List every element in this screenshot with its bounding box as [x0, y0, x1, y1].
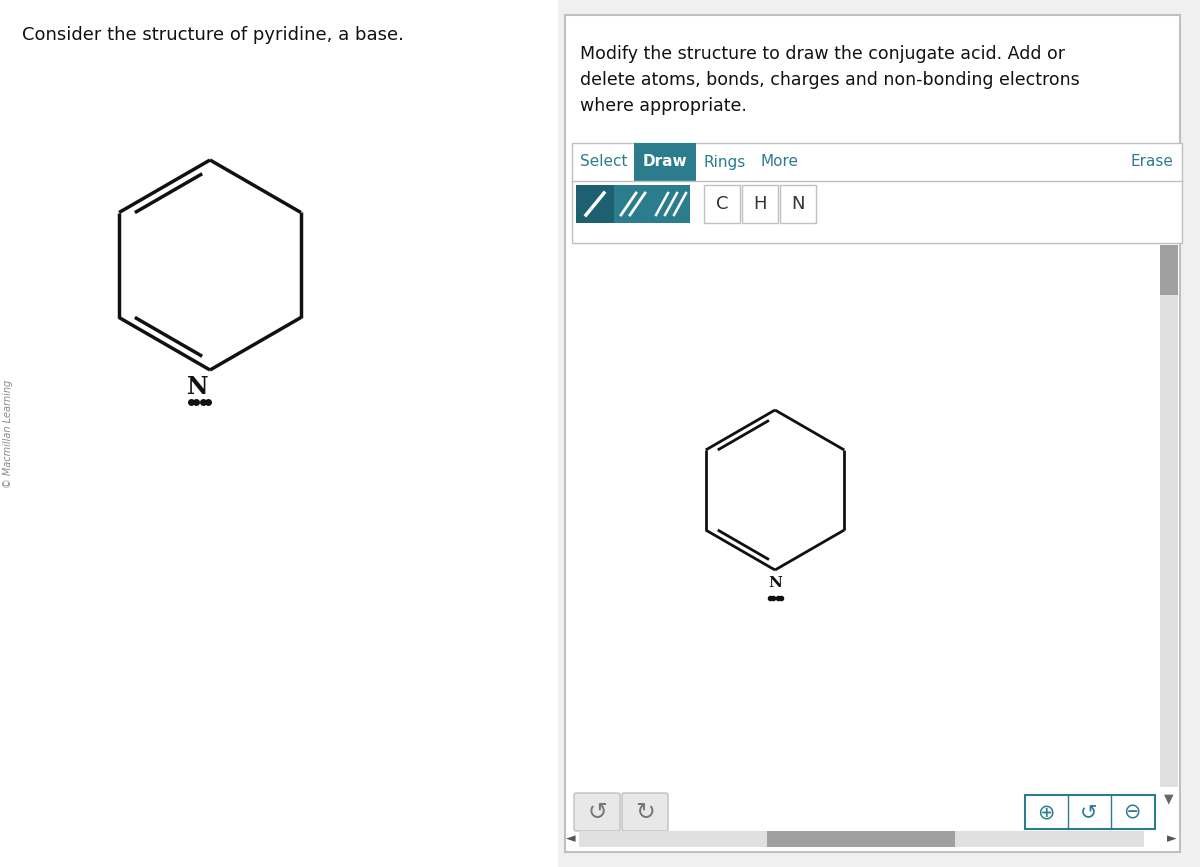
FancyBboxPatch shape	[565, 15, 1180, 852]
Text: ⊖: ⊖	[1123, 802, 1141, 822]
Text: Draw: Draw	[643, 154, 688, 170]
FancyBboxPatch shape	[1160, 245, 1178, 295]
FancyBboxPatch shape	[780, 185, 816, 223]
FancyBboxPatch shape	[652, 185, 690, 223]
Text: Modify the structure to draw the conjugate acid. Add or: Modify the structure to draw the conjuga…	[580, 45, 1066, 63]
Text: Erase: Erase	[1130, 154, 1174, 170]
Text: C: C	[715, 195, 728, 213]
FancyBboxPatch shape	[576, 185, 614, 223]
FancyBboxPatch shape	[1025, 795, 1154, 829]
FancyBboxPatch shape	[614, 185, 652, 223]
Text: N: N	[791, 195, 805, 213]
Text: © Macmillan Learning: © Macmillan Learning	[2, 380, 13, 487]
Text: H: H	[754, 195, 767, 213]
FancyBboxPatch shape	[634, 143, 696, 181]
Text: ⊕: ⊕	[1037, 802, 1055, 822]
Text: ↺: ↺	[587, 800, 607, 824]
Text: where appropriate.: where appropriate.	[580, 97, 746, 115]
FancyBboxPatch shape	[0, 0, 558, 867]
Text: Consider the structure of pyridine, a base.: Consider the structure of pyridine, a ba…	[22, 26, 404, 44]
Text: ►: ►	[1168, 832, 1177, 845]
Text: N: N	[768, 576, 782, 590]
FancyBboxPatch shape	[742, 185, 778, 223]
FancyBboxPatch shape	[1160, 245, 1178, 787]
Text: ▼: ▼	[1164, 792, 1174, 805]
Text: Select: Select	[581, 154, 628, 170]
FancyBboxPatch shape	[704, 185, 740, 223]
Text: delete atoms, bonds, charges and non-bonding electrons: delete atoms, bonds, charges and non-bon…	[580, 71, 1080, 89]
Text: ↻: ↻	[635, 800, 655, 824]
FancyBboxPatch shape	[622, 793, 668, 831]
Text: ↺: ↺	[1080, 802, 1098, 822]
FancyBboxPatch shape	[574, 793, 620, 831]
Text: Rings: Rings	[704, 154, 746, 170]
Text: ◄: ◄	[566, 832, 576, 845]
Text: More: More	[761, 154, 799, 170]
FancyBboxPatch shape	[767, 831, 955, 847]
FancyBboxPatch shape	[580, 831, 1144, 847]
Text: N: N	[187, 375, 209, 399]
FancyBboxPatch shape	[572, 143, 1182, 243]
